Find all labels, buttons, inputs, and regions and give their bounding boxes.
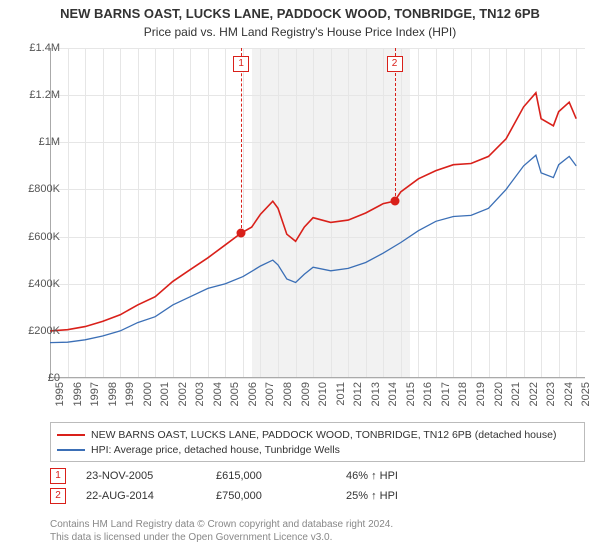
series-svg bbox=[50, 48, 585, 378]
series-line-property bbox=[50, 93, 576, 331]
x-axis-tick-label: 2013 bbox=[370, 382, 382, 406]
x-axis-tick-label: 2001 bbox=[159, 382, 171, 406]
x-axis-tick-label: 2002 bbox=[177, 382, 189, 406]
x-axis-tick-label: 2012 bbox=[352, 382, 364, 406]
x-axis-tick-label: 2018 bbox=[457, 382, 469, 406]
x-axis-tick-label: 2003 bbox=[194, 382, 206, 406]
y-axis-tick-label: £1M bbox=[15, 136, 60, 148]
chart-subtitle: Price paid vs. HM Land Registry's House … bbox=[0, 23, 600, 39]
legend-row: HPI: Average price, detached house, Tunb… bbox=[57, 442, 578, 457]
sales-row: 2 22-AUG-2014£750,00025% ↑ HPI bbox=[50, 486, 585, 506]
x-axis-tick-label: 1996 bbox=[72, 382, 84, 406]
x-axis-tick-label: 2021 bbox=[510, 382, 522, 406]
x-axis-tick-label: 2022 bbox=[528, 382, 540, 406]
legend-label: HPI: Average price, detached house, Tunb… bbox=[91, 444, 340, 456]
sales-table: 1 23-NOV-2005£615,00046% ↑ HPI 2 22-AUG-201… bbox=[50, 466, 585, 506]
x-axis-tick-label: 1999 bbox=[124, 382, 136, 406]
x-axis-tick-label: 2005 bbox=[229, 382, 241, 406]
sales-row-pct: 25% ↑ HPI bbox=[346, 490, 476, 502]
legend-label: NEW BARNS OAST, LUCKS LANE, PADDOCK WOOD… bbox=[91, 429, 556, 441]
sales-row-tag: 2 bbox=[50, 488, 66, 504]
x-axis-tick-label: 2023 bbox=[545, 382, 557, 406]
x-axis-tick-label: 2000 bbox=[142, 382, 154, 406]
x-axis-tick-label: 1997 bbox=[89, 382, 101, 406]
x-axis-tick-label: 2011 bbox=[335, 382, 347, 406]
y-axis-tick-label: £600K bbox=[15, 231, 60, 243]
sales-row-price: £615,000 bbox=[216, 470, 346, 482]
x-axis-tick-label: 1998 bbox=[107, 382, 119, 406]
chart-plot-area: 12 bbox=[50, 48, 585, 378]
chart-title: NEW BARNS OAST, LUCKS LANE, PADDOCK WOOD… bbox=[0, 0, 600, 23]
footer-line-1: Contains HM Land Registry data © Crown c… bbox=[50, 518, 585, 531]
sale-marker-dot bbox=[237, 229, 246, 238]
x-axis-tick-label: 2004 bbox=[212, 382, 224, 406]
x-axis-tick-label: 2007 bbox=[264, 382, 276, 406]
legend-swatch bbox=[57, 449, 85, 451]
x-axis-tick-label: 2024 bbox=[563, 382, 575, 406]
footer-attribution: Contains HM Land Registry data © Crown c… bbox=[50, 518, 585, 544]
sales-row-date: 23-NOV-2005 bbox=[86, 470, 216, 482]
series-line-hpi bbox=[50, 155, 576, 342]
x-axis-tick-label: 2010 bbox=[317, 382, 329, 406]
y-axis-tick-label: £200K bbox=[15, 325, 60, 337]
x-axis-tick-label: 2006 bbox=[247, 382, 259, 406]
gridline-h bbox=[50, 378, 585, 379]
sales-row-price: £750,000 bbox=[216, 490, 346, 502]
footer-line-2: This data is licensed under the Open Gov… bbox=[50, 531, 585, 544]
sale-marker-dot bbox=[390, 197, 399, 206]
y-axis-tick-label: £1.2M bbox=[15, 89, 60, 101]
x-axis-tick-label: 2016 bbox=[422, 382, 434, 406]
legend-swatch bbox=[57, 434, 85, 436]
sales-row-date: 22-AUG-2014 bbox=[86, 490, 216, 502]
x-axis-tick-label: 2019 bbox=[475, 382, 487, 406]
legend-row: NEW BARNS OAST, LUCKS LANE, PADDOCK WOOD… bbox=[57, 427, 578, 442]
x-axis-tick-label: 1995 bbox=[54, 382, 66, 406]
x-axis-tick-label: 2015 bbox=[405, 382, 417, 406]
y-axis-tick-label: £1.4M bbox=[15, 42, 60, 54]
x-axis-tick-label: 2020 bbox=[493, 382, 505, 406]
x-axis-tick-label: 2025 bbox=[580, 382, 592, 406]
legend-box: NEW BARNS OAST, LUCKS LANE, PADDOCK WOOD… bbox=[50, 422, 585, 462]
x-axis-tick-label: 2017 bbox=[440, 382, 452, 406]
x-axis-tick-label: 2008 bbox=[282, 382, 294, 406]
y-axis-tick-label: £800K bbox=[15, 183, 60, 195]
sales-row-pct: 46% ↑ HPI bbox=[346, 470, 476, 482]
x-axis-tick-label: 2009 bbox=[300, 382, 312, 406]
sales-row-tag: 1 bbox=[50, 468, 66, 484]
sales-row: 1 23-NOV-2005£615,00046% ↑ HPI bbox=[50, 466, 585, 486]
y-axis-tick-label: £400K bbox=[15, 278, 60, 290]
x-axis-tick-label: 2014 bbox=[387, 382, 399, 406]
